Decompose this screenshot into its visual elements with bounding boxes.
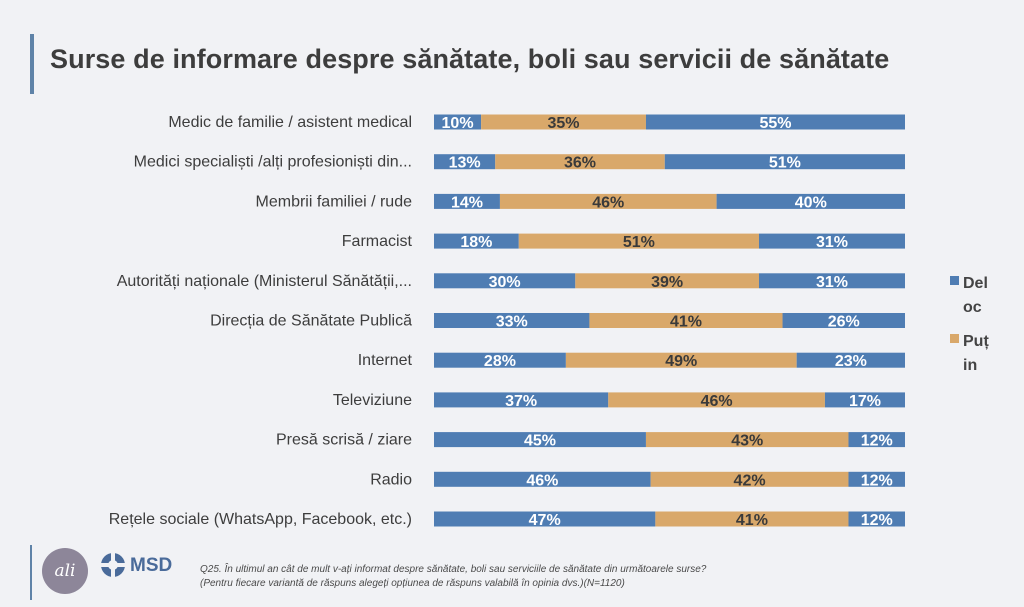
bar-6-segment-2 [589, 313, 783, 328]
bar-11-segment-2 [655, 511, 849, 527]
bar-1-segment-3 [645, 114, 905, 130]
question-note: Q25. În ultimul an cât de mult v-ați inf… [200, 563, 706, 591]
data-label-7-2: 49% [665, 353, 697, 370]
data-label-8-3: 17% [849, 393, 881, 410]
legend-swatch-deloc [950, 276, 959, 286]
category-label-10: Radio [370, 471, 412, 488]
data-label-10-1: 46% [526, 472, 558, 489]
category-label-7: Internet [358, 352, 413, 369]
question-line-1: Q25. În ultimul an cât de mult v-ați inf… [200, 564, 707, 575]
data-label-5-3: 31% [816, 274, 848, 291]
bar-2-segment-2 [495, 154, 665, 170]
category-label-8: Televiziune [333, 392, 412, 409]
data-label-3-1: 14% [451, 194, 483, 211]
bar-10-segment-2 [650, 471, 849, 487]
data-label-10-2: 42% [734, 472, 766, 489]
data-label-5-1: 30% [489, 274, 521, 291]
bar-7-segment-2 [565, 352, 797, 368]
bar-10-segment-1 [434, 471, 651, 487]
data-label-6-1: 33% [496, 314, 528, 331]
data-label-7-3: 23% [835, 353, 867, 370]
data-label-7-1: 28% [484, 353, 516, 370]
data-label-1-1: 10% [442, 115, 474, 132]
data-label-1-3: 55% [759, 115, 791, 132]
legend-label-putin-1: Puț [963, 333, 989, 350]
bar-3-segment-2 [499, 193, 717, 209]
bar-2-segment-1 [434, 154, 496, 170]
bar-4-segment-1 [434, 233, 519, 249]
data-label-2-2: 36% [564, 155, 596, 172]
data-label-9-3: 12% [861, 433, 893, 450]
bar-9-segment-3 [848, 432, 905, 448]
bar-10-segment-3 [848, 471, 905, 487]
bar-8-segment-3 [824, 392, 905, 408]
bar-11-segment-3 [848, 511, 905, 527]
footer-accent-bar [30, 545, 32, 600]
bar-5-segment-3 [758, 273, 905, 289]
bar-5-segment-2 [575, 273, 759, 289]
bar-4-segment-3 [758, 233, 905, 249]
bar-6-segment-1 [434, 313, 590, 328]
bar-1-segment-2 [481, 114, 646, 130]
category-label-5: Autorități naționale (Ministerul Sănătăț… [117, 273, 412, 290]
bar-9-segment-1 [434, 432, 646, 448]
category-label-1: Medic de familie / asistent medical [168, 114, 412, 131]
chart-title: Surse de informare despre sănătate, boli… [50, 44, 890, 74]
legend-label-putin-2: in [963, 357, 978, 374]
msd-logo-icon [101, 553, 125, 577]
legend-label-deloc-2: oc [963, 299, 982, 316]
bar-3-segment-1 [434, 193, 500, 209]
legend-item-deloc: Del oc [950, 272, 999, 320]
legend-label-deloc-1: Del [963, 275, 988, 292]
data-label-2-1: 13% [449, 155, 481, 172]
bar-9-segment-2 [645, 432, 849, 448]
bar-3-segment-3 [716, 193, 905, 209]
data-label-9-2: 43% [731, 433, 763, 450]
legend-item-putin: Puț in [950, 330, 999, 378]
legend-swatch-putin [950, 334, 959, 344]
question-line-2: (Pentru fiecare variantă de răspuns aleg… [200, 578, 625, 589]
bar-1-segment-1 [434, 114, 482, 130]
data-label-8-1: 37% [505, 393, 537, 410]
data-label-8-2: 46% [701, 393, 733, 410]
bar-8-segment-1 [434, 392, 609, 408]
data-label-1-2: 35% [548, 115, 580, 132]
data-label-4-2: 51% [623, 234, 655, 251]
data-label-5-2: 39% [651, 274, 683, 291]
data-label-3-2: 46% [592, 194, 624, 211]
bar-2-segment-3 [664, 154, 905, 170]
category-label-6: Direcția de Sănătate Publică [210, 313, 412, 330]
bar-6-segment-3 [782, 313, 905, 328]
data-label-4-3: 31% [816, 234, 848, 251]
data-label-3-3: 40% [795, 194, 827, 211]
data-label-11-2: 41% [736, 512, 768, 529]
bar-5-segment-1 [434, 273, 576, 289]
bar-7-segment-3 [796, 352, 905, 368]
bar-11-segment-1 [434, 511, 656, 527]
ali-logo: ali [42, 548, 88, 594]
category-label-3: Membrii familiei / rude [256, 193, 413, 210]
data-label-11-1: 47% [529, 512, 561, 529]
category-label-11: Rețele sociale (WhatsApp, Facebook, etc.… [109, 511, 412, 528]
bar-8-segment-2 [608, 392, 825, 408]
bar-4-segment-2 [518, 233, 759, 249]
data-label-2-3: 51% [769, 155, 801, 172]
data-label-6-3: 26% [828, 314, 860, 331]
data-label-4-1: 18% [460, 234, 492, 251]
category-label-4: Farmacist [342, 233, 413, 250]
title-accent-bar [30, 34, 34, 94]
data-label-11-3: 12% [861, 512, 893, 529]
data-label-9-1: 45% [524, 433, 556, 450]
bar-7-segment-1 [434, 352, 566, 368]
data-label-10-3: 12% [861, 472, 893, 489]
msd-brand-text: MSD [130, 555, 173, 576]
category-label-2: Medici specialiști /alți profesioniști d… [134, 154, 412, 171]
category-label-9: Presă scrisă / ziare [276, 432, 412, 449]
data-label-6-2: 41% [670, 314, 702, 331]
